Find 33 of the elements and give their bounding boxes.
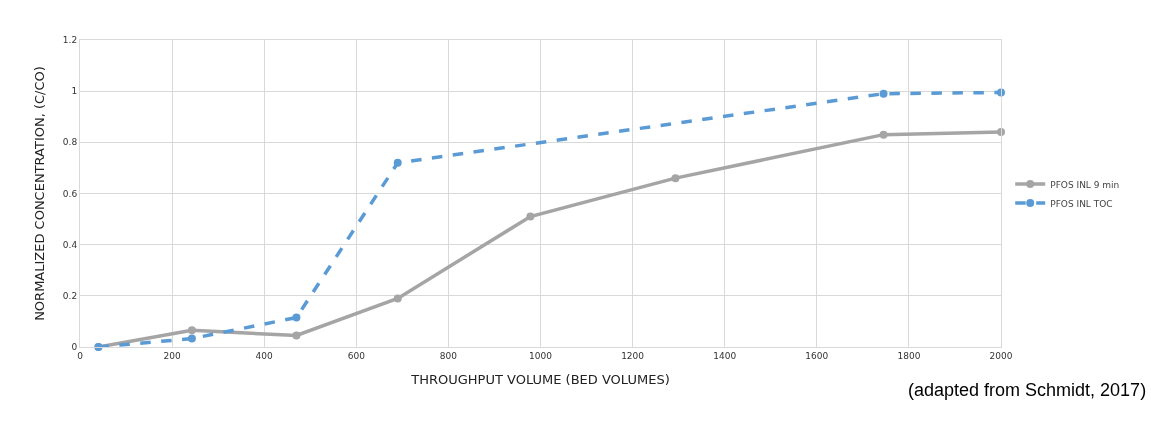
- y-tick-label: 1: [71, 86, 78, 97]
- y-axis-title: NORMALIZED CONCENTRATION, (C/CO): [31, 66, 47, 321]
- x-tick-label: 2000: [989, 350, 1013, 361]
- y-tick-label: 0.6: [62, 188, 78, 199]
- y-tick-label: 0.8: [62, 137, 78, 148]
- legend-label: PFOS INL TOC: [1050, 198, 1113, 209]
- x-tick-label: 1400: [713, 350, 737, 361]
- x-tick-label: 800: [439, 350, 458, 361]
- y-tick-label: 1.2: [62, 35, 78, 46]
- point: [671, 174, 680, 183]
- point: [997, 88, 1005, 97]
- point: [292, 313, 301, 322]
- x-axis-title: THROUGHPUT VOLUME (BED VOLUMES): [410, 372, 670, 388]
- point: [526, 212, 535, 221]
- point: [393, 294, 402, 303]
- x-tick-label: 400: [255, 350, 274, 361]
- x-tick-label: 1800: [897, 350, 921, 361]
- point: [292, 331, 301, 340]
- x-tick-label: 600: [347, 350, 366, 361]
- y-tick-label: 0.2: [62, 290, 78, 301]
- x-tick-label: 1000: [529, 350, 553, 361]
- x-tick-label: 1200: [621, 350, 645, 361]
- y-tick-label: 0.4: [62, 239, 78, 250]
- point: [393, 158, 402, 167]
- x-tick-label: 1600: [805, 350, 829, 361]
- text: (adapted from Schmidt, 2017): [908, 380, 1147, 400]
- x-tick-label: 200: [163, 350, 181, 361]
- y-tick-label: 0: [71, 342, 78, 353]
- point: [187, 334, 196, 343]
- point: [879, 89, 888, 98]
- legend-label: PFOS INL 9 min: [1050, 179, 1120, 190]
- point: [187, 326, 196, 335]
- point: [879, 130, 888, 139]
